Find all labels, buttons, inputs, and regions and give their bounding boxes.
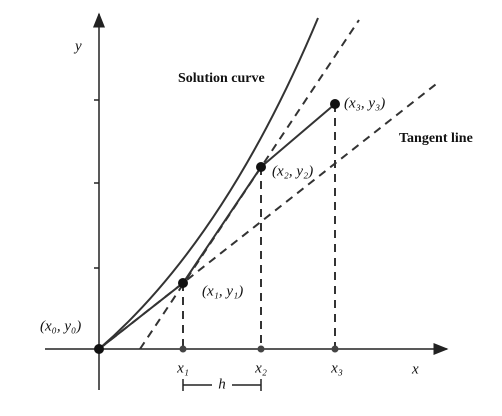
tick-dot bbox=[179, 345, 187, 353]
x-tick-label: x₃ bbox=[330, 360, 343, 376]
point bbox=[178, 278, 188, 288]
point-label: (x₂, y₂) bbox=[272, 163, 313, 179]
annotation: Tangent line bbox=[399, 131, 473, 146]
x-tick-label: x₂ bbox=[254, 360, 267, 376]
x-tick-label: x₁ bbox=[176, 360, 189, 376]
y-label: y bbox=[73, 38, 82, 54]
point-label: (x₃, y₃) bbox=[344, 95, 385, 111]
x-label: x bbox=[411, 361, 419, 377]
point bbox=[256, 162, 266, 172]
euler-path bbox=[98, 103, 336, 350]
point bbox=[94, 344, 104, 354]
solution-curve bbox=[98, 17, 319, 350]
point bbox=[330, 99, 340, 109]
point-label: (x₁, y₁) bbox=[202, 283, 243, 299]
tick-dot bbox=[257, 345, 265, 353]
annotation: Solution curve bbox=[178, 71, 265, 86]
point-label: (x₀, y₀) bbox=[40, 318, 81, 334]
step-label: h bbox=[218, 376, 226, 392]
tick-dot bbox=[331, 345, 339, 353]
